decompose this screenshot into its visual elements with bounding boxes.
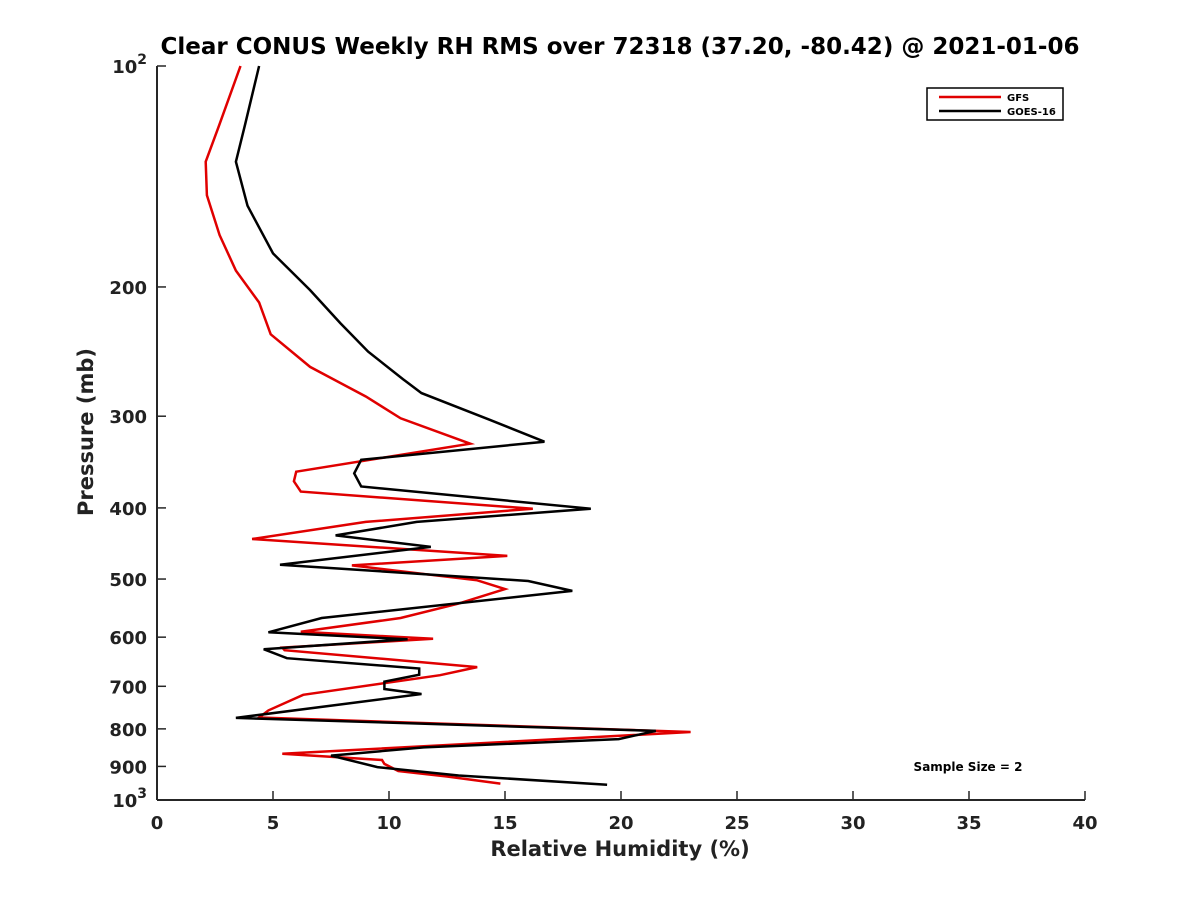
legend: GFS GOES-16 xyxy=(926,87,1064,121)
series-line-goes16 xyxy=(234,65,657,786)
chart-title: Clear CONUS Weekly RH RMS over 72318 (37… xyxy=(161,34,1080,60)
x-tick-label: 20 xyxy=(608,813,633,834)
x-tick-label: 25 xyxy=(724,813,749,834)
legend-box xyxy=(926,87,1064,121)
sample-size-annotation: Sample Size = 2 xyxy=(914,760,1023,774)
y-tick-label: 900 xyxy=(109,757,147,778)
y-tick-label: 700 xyxy=(109,677,147,698)
x-tick-label: 10 xyxy=(376,813,401,834)
y-tick-label: 103 xyxy=(112,786,147,812)
x-axis-label: Relative Humidity (%) xyxy=(490,837,749,861)
y-tick-label: 600 xyxy=(109,628,147,649)
x-tick-label: 5 xyxy=(267,813,280,834)
y-tick-label: 300 xyxy=(109,407,147,428)
x-tick-label: 40 xyxy=(1072,813,1097,834)
series-layer xyxy=(204,65,691,786)
y-tick-label: 200 xyxy=(109,278,147,299)
plot-area: 0 5 10 15 20 25 30 35 40 102 200 300 400 500 600 700 800… xyxy=(109,52,1097,834)
x-tick-label: 15 xyxy=(492,813,517,834)
y-tick-label: 400 xyxy=(109,499,147,520)
legend-label-goes16: GOES-16 xyxy=(1007,107,1056,118)
x-tick-label: 35 xyxy=(956,813,981,834)
y-tick-label: 102 xyxy=(112,52,147,78)
legend-label-gfs: GFS xyxy=(1007,93,1029,104)
x-tick-label: 0 xyxy=(151,813,164,834)
x-tick-label: 30 xyxy=(840,813,865,834)
y-tick-label: 800 xyxy=(109,720,147,741)
axes: 0 5 10 15 20 25 30 35 40 102 200 300 400 500 600 700 800… xyxy=(109,52,1097,834)
y-tick-label: 500 xyxy=(109,570,147,591)
y-axis-label: Pressure (mb) xyxy=(74,348,98,516)
